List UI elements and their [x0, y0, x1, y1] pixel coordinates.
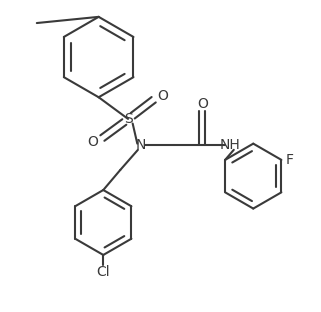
Text: Cl: Cl — [97, 265, 110, 279]
Text: O: O — [197, 97, 208, 111]
Text: NH: NH — [220, 138, 240, 152]
Text: O: O — [88, 135, 99, 149]
Text: N: N — [135, 138, 146, 152]
Text: O: O — [158, 89, 169, 103]
Text: S: S — [124, 112, 132, 126]
Text: F: F — [286, 153, 294, 167]
